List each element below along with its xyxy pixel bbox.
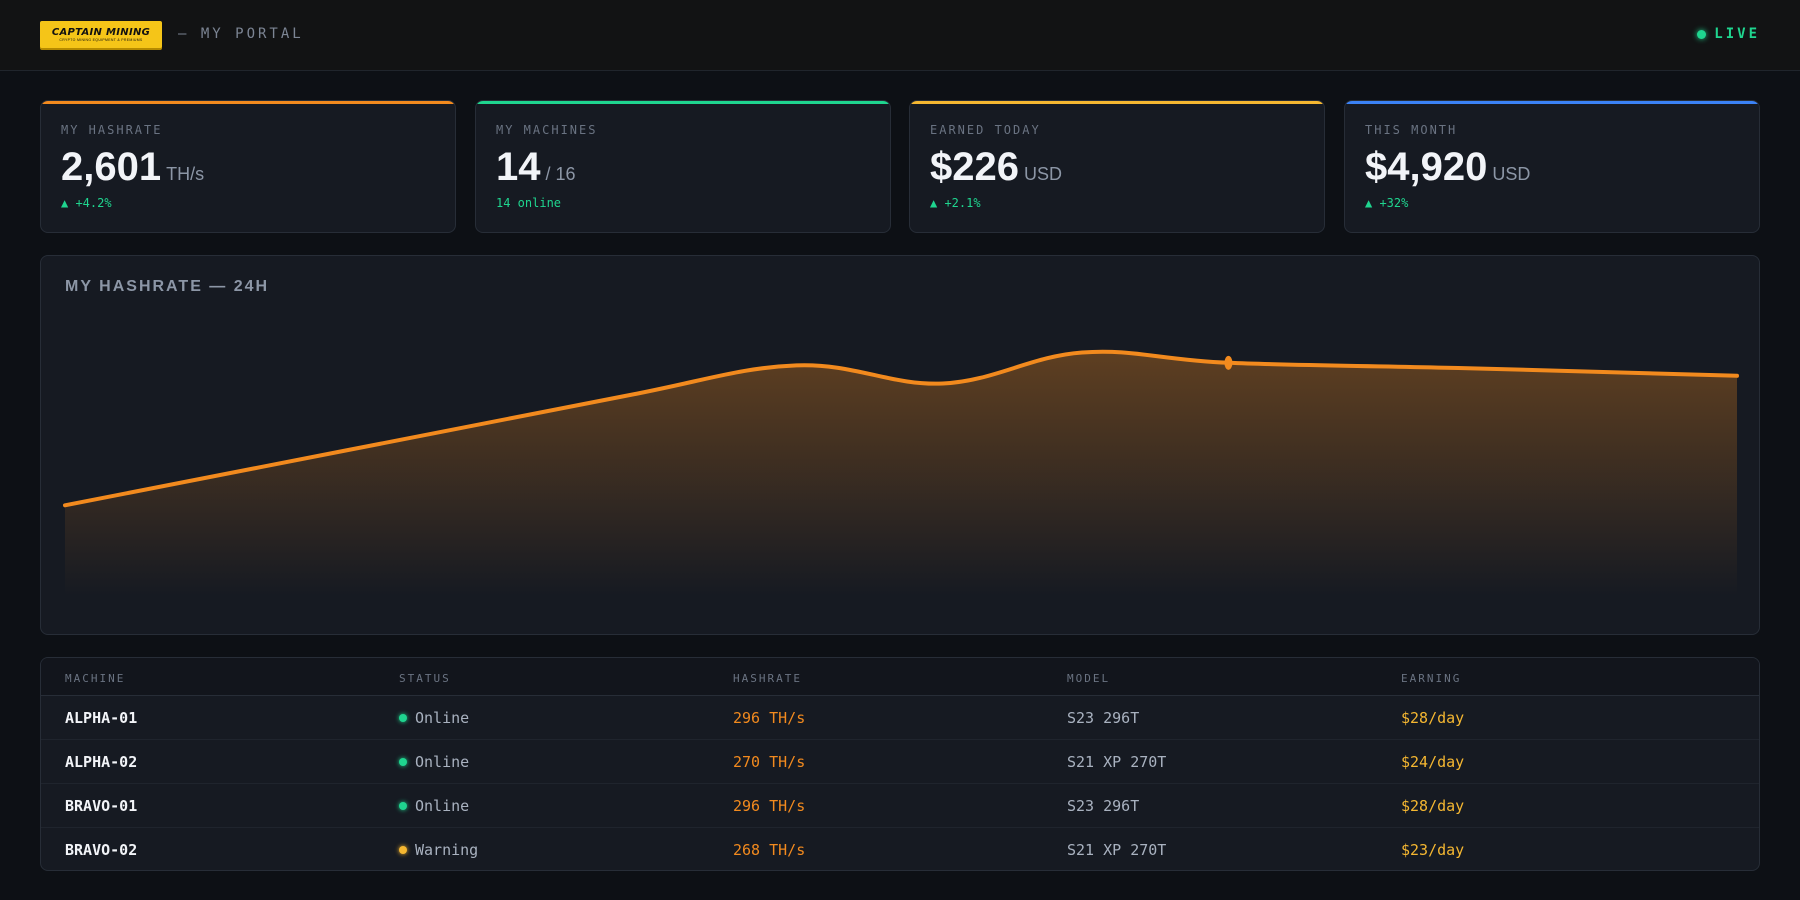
machine-name: ALPHA-02 [65,753,138,771]
hashrate-chart-panel: MY HASHRATE — 24H [40,255,1760,635]
machine-name: BRAVO-01 [65,797,138,815]
machine-earning: $23/day [1401,841,1465,859]
card-unit: USD [1023,164,1062,184]
top-bar: CAPTAIN MINING CRYPTO MINING EQUIPMENT &… [0,0,1800,71]
card-accent [41,101,455,104]
machines-table: MACHINE STATUS HASHRATE MODEL EARNING AL… [40,657,1760,871]
machine-model: S23 296T [1067,797,1140,815]
hashrate-chart [63,349,1739,596]
card-unit: USD [1492,164,1531,184]
stat-card-earned-today: EARNED TODAY $226 USD ▲ +2.1% [909,100,1325,233]
card-label: THIS MONTH [1365,123,1458,137]
column-header-hashrate[interactable]: HASHRATE [733,672,802,685]
status-dot-icon [399,758,407,766]
card-value-row: 14 / 16 [496,145,576,190]
card-delta: ▲ +4.2% [61,196,112,210]
table-row[interactable]: BRAVO-02 Warning 268 TH/s S21 XP 270T $2… [41,828,1759,870]
card-value-row: $226 USD [930,145,1062,190]
card-accent [1345,101,1759,104]
machine-status: Online [399,709,469,727]
stat-card-hashrate: MY HASHRATE 2,601 TH/s ▲ +4.2% [40,100,456,233]
machine-status: Online [399,797,469,815]
status-label: Warning [415,841,479,859]
logo-text: CAPTAIN MINING [51,26,151,38]
card-label: MY MACHINES [496,123,598,137]
machine-model: S23 296T [1067,709,1140,727]
machine-name: BRAVO-02 [65,841,138,859]
status-label: Online [415,709,470,727]
card-delta: 14 online [496,196,562,210]
stat-card-this-month: THIS MONTH $4,920 USD ▲ +32% [1344,100,1760,233]
machine-status: Online [399,753,469,771]
status-dot-icon [399,846,407,854]
captain-mining-logo[interactable]: CAPTAIN MINING CRYPTO MINING EQUIPMENT &… [40,21,162,48]
machine-hashrate: 296 TH/s [733,797,806,815]
logo-subtext: CRYPTO MINING EQUIPMENT & PREMIUMS [59,37,143,42]
card-value-row: $4,920 USD [1365,145,1530,190]
table-header: MACHINE STATUS HASHRATE MODEL EARNING [41,658,1759,696]
card-accent [476,101,890,104]
machine-model: S21 XP 270T [1067,841,1167,859]
card-value: 14 [496,145,541,189]
chart-title: MY HASHRATE — 24H [65,278,270,295]
machine-earning: $28/day [1401,709,1465,727]
machine-name: ALPHA-01 [65,709,138,727]
machine-hashrate: 296 TH/s [733,709,806,727]
card-label: MY HASHRATE [61,123,163,137]
card-accent [910,101,1324,104]
column-header-machine[interactable]: MACHINE [65,672,126,685]
card-unit: / 16 [545,164,576,184]
status-dot-icon [399,714,407,722]
machine-status: Warning [399,841,478,859]
card-value: $226 [930,145,1019,189]
table-row[interactable]: ALPHA-01 Online 296 TH/s S23 296T $28/da… [41,696,1759,740]
machine-hashrate: 270 TH/s [733,753,806,771]
chart-area-fill [65,351,1737,596]
table-row[interactable]: ALPHA-02 Online 270 TH/s S21 XP 270T $24… [41,740,1759,784]
chart-highlight-point[interactable] [1224,355,1233,370]
stat-card-machines: MY MACHINES 14 / 16 14 online [475,100,891,233]
card-label: EARNED TODAY [930,123,1041,137]
card-value-row: 2,601 TH/s [61,145,204,190]
table-row[interactable]: BRAVO-01 Online 296 TH/s S23 296T $28/da… [41,784,1759,828]
status-dot-icon [399,802,407,810]
live-indicator: LIVE [1697,26,1760,42]
column-header-earning[interactable]: EARNING [1401,672,1462,685]
machine-model: S21 XP 270T [1067,753,1167,771]
column-header-model[interactable]: MODEL [1067,672,1111,685]
chart-series-line [63,349,1739,508]
live-dot-icon [1697,29,1707,39]
card-value: $4,920 [1365,145,1488,189]
machine-hashrate: 268 TH/s [733,841,806,859]
card-unit: TH/s [166,164,205,184]
portal-label: — MY PORTAL [178,26,304,42]
column-header-status[interactable]: STATUS [399,672,451,685]
live-label: LIVE [1714,26,1760,42]
card-value: 2,601 [61,145,162,189]
machine-earning: $28/day [1401,797,1465,815]
status-label: Online [415,797,470,815]
status-label: Online [415,753,470,771]
machine-earning: $24/day [1401,753,1465,771]
card-delta: ▲ +2.1% [930,196,981,210]
card-delta: ▲ +32% [1365,196,1409,210]
